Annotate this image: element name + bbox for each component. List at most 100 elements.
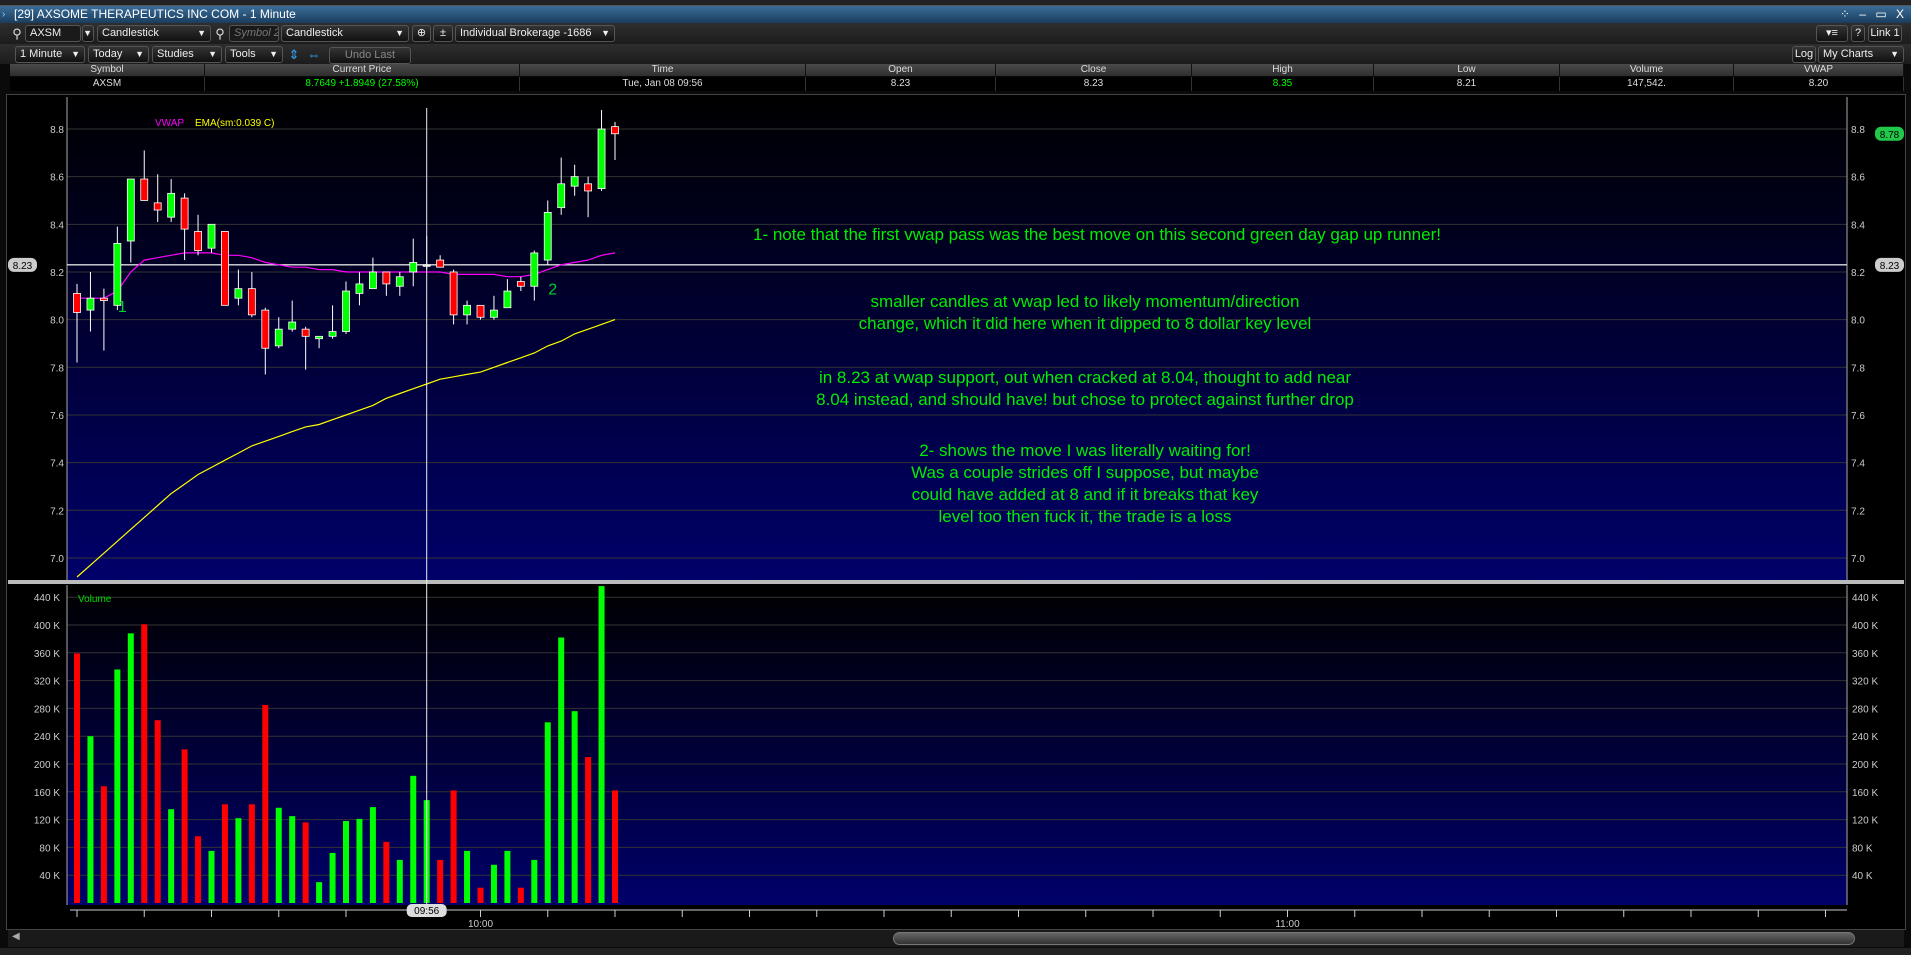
volume-bar <box>181 749 188 903</box>
volume-bar <box>74 653 80 903</box>
ref-price-tag-left <box>8 257 37 272</box>
volume-bar <box>437 859 444 903</box>
log-button[interactable]: Log <box>1792 46 1816 63</box>
volume-tick-label-right: 280 K <box>1852 704 1878 715</box>
marker-label: 1 <box>118 299 127 316</box>
account-select[interactable]: Individual Brokerage -1686 ▼ <box>455 25 615 42</box>
column-header[interactable]: Low <box>1374 64 1560 76</box>
tools-label: Tools <box>230 48 256 60</box>
interval-select[interactable]: 1 Minute ▼ <box>15 46 85 63</box>
column-header[interactable]: Time <box>520 64 806 76</box>
symbol-dropdown[interactable]: ▼ <box>82 25 94 42</box>
candle-body <box>261 309 270 349</box>
volume-bar <box>127 633 134 903</box>
volume-bar <box>141 624 148 903</box>
volume-bar <box>195 836 202 903</box>
volume-bar <box>450 790 457 903</box>
volume-tick-label: 360 K <box>34 649 60 660</box>
annotation-line: smaller candles at vwap led to likely mo… <box>870 292 1300 311</box>
menu-button[interactable]: ▾≡ <box>1816 25 1848 42</box>
price-tick-label: 7.0 <box>50 554 64 565</box>
range-select[interactable]: Today ▼ <box>88 46 149 63</box>
price-tick-label: 8.0 <box>50 316 64 327</box>
volume-bar <box>571 711 578 903</box>
horizontal-scrollbar[interactable]: ◀ <box>8 929 1904 947</box>
candle-body <box>368 271 377 290</box>
scroll-left-icon[interactable]: ◀ <box>12 931 20 942</box>
volume-bar <box>87 736 94 903</box>
volume-tick-label: 80 K <box>39 843 60 854</box>
column-header[interactable]: High <box>1192 64 1374 76</box>
volume-tick-label: 200 K <box>34 760 60 771</box>
volume-bar <box>531 859 538 903</box>
symbol-input[interactable]: AXSM <box>25 25 81 42</box>
quote-table: Symbol AXSM Current Price 8.7649 +1.8949 (2… <box>10 64 1904 94</box>
symbol2-placeholder: Symbol 2 <box>234 27 279 39</box>
symbol2-input[interactable]: Symbol 2 <box>229 25 279 42</box>
candle-body <box>126 178 135 242</box>
link-button[interactable]: Link 1 <box>1868 25 1902 42</box>
volume-bar <box>356 818 363 903</box>
candle-body <box>301 328 310 337</box>
studies-select[interactable]: Studies ▼ <box>152 46 222 63</box>
search-icon[interactable]: ⚲ <box>215 26 225 41</box>
last-price-text: 8.78 <box>1880 130 1900 141</box>
quote-cell: 147,542. <box>1560 77 1734 91</box>
volume-bar <box>464 850 471 903</box>
search-icon[interactable]: ⚲ <box>12 26 22 41</box>
volume-bar <box>517 887 524 903</box>
column-header[interactable]: Volume <box>1560 64 1734 76</box>
chart-type-select[interactable]: Candlestick ▼ <box>97 25 211 42</box>
volume-bar <box>369 807 376 903</box>
zoom-icon: ⊕ <box>416 27 427 39</box>
candle-body <box>557 183 566 209</box>
price-tick-label-right: 8.6 <box>1851 173 1865 184</box>
chart-type-2-select[interactable]: Candlestick ▼ <box>281 25 409 42</box>
trade-button[interactable]: ± <box>433 25 453 42</box>
scrollbar-thumb[interactable] <box>893 932 1855 945</box>
time-tick-label: 10:00 <box>468 919 493 930</box>
fit-icon[interactable]: ⇔ <box>307 47 321 62</box>
column-header[interactable]: Close <box>996 64 1192 76</box>
price-tick-label: 7.2 <box>50 506 64 517</box>
column-header[interactable]: Symbol <box>10 64 205 76</box>
volume-tick-label-right: 40 K <box>1852 871 1873 882</box>
candle-body <box>100 297 108 301</box>
chevron-down-icon: ▼ <box>197 28 206 38</box>
volume-bar <box>100 786 107 903</box>
account-value: Individual Brokerage -1686 <box>460 27 592 39</box>
column-header[interactable]: Open <box>806 64 996 76</box>
candle-body <box>221 231 229 306</box>
chart-type-2-value: Candlestick <box>286 27 343 39</box>
price-tick-label: 7.4 <box>50 459 64 470</box>
quote-cell: Tue, Jan 08 09:56 <box>520 77 806 91</box>
price-tick-label-right: 7.0 <box>1851 554 1865 565</box>
price-tick-label: 7.8 <box>50 363 64 374</box>
column-header[interactable]: Current Price <box>205 64 520 76</box>
volume-tick-label-right: 240 K <box>1852 732 1878 743</box>
chevron-down-icon: ▼ <box>395 28 404 38</box>
help-button[interactable]: ? <box>1851 25 1865 42</box>
ref-price-tag-left-text: 8.23 <box>13 261 33 272</box>
volume-bar <box>343 820 349 903</box>
title-bar[interactable]: › [29] AXSOME THERAPEUTICS INC COM - 1 M… <box>0 6 1911 23</box>
my-charts-select[interactable]: My Charts ▼ <box>1818 46 1904 63</box>
annotation-line: 1- note that the first vwap pass was the… <box>753 225 1441 244</box>
vertical-expand-icon[interactable]: ⇕ <box>288 47 300 62</box>
zoom-button[interactable]: ⊕ <box>412 25 431 42</box>
bottom-tabs-strip <box>0 948 1911 955</box>
quote-cell: 8.20 <box>1734 77 1904 91</box>
tools-select[interactable]: Tools ▼ <box>225 46 283 63</box>
volume-bar <box>504 850 511 903</box>
undo-last-button[interactable]: Undo Last <box>329 47 411 64</box>
quote-cell: 8.35 <box>1192 77 1374 91</box>
pin-icon[interactable]: › <box>2 9 6 20</box>
column-header[interactable]: VWAP <box>1734 64 1904 76</box>
candle-body <box>234 288 243 299</box>
window-controls[interactable]: ⁘ – ▭ X <box>1839 7 1907 21</box>
top-stripe <box>0 0 1911 6</box>
candle-body <box>476 304 485 318</box>
volume-bar <box>114 669 121 903</box>
price-tick-label-right: 8.4 <box>1851 220 1865 231</box>
